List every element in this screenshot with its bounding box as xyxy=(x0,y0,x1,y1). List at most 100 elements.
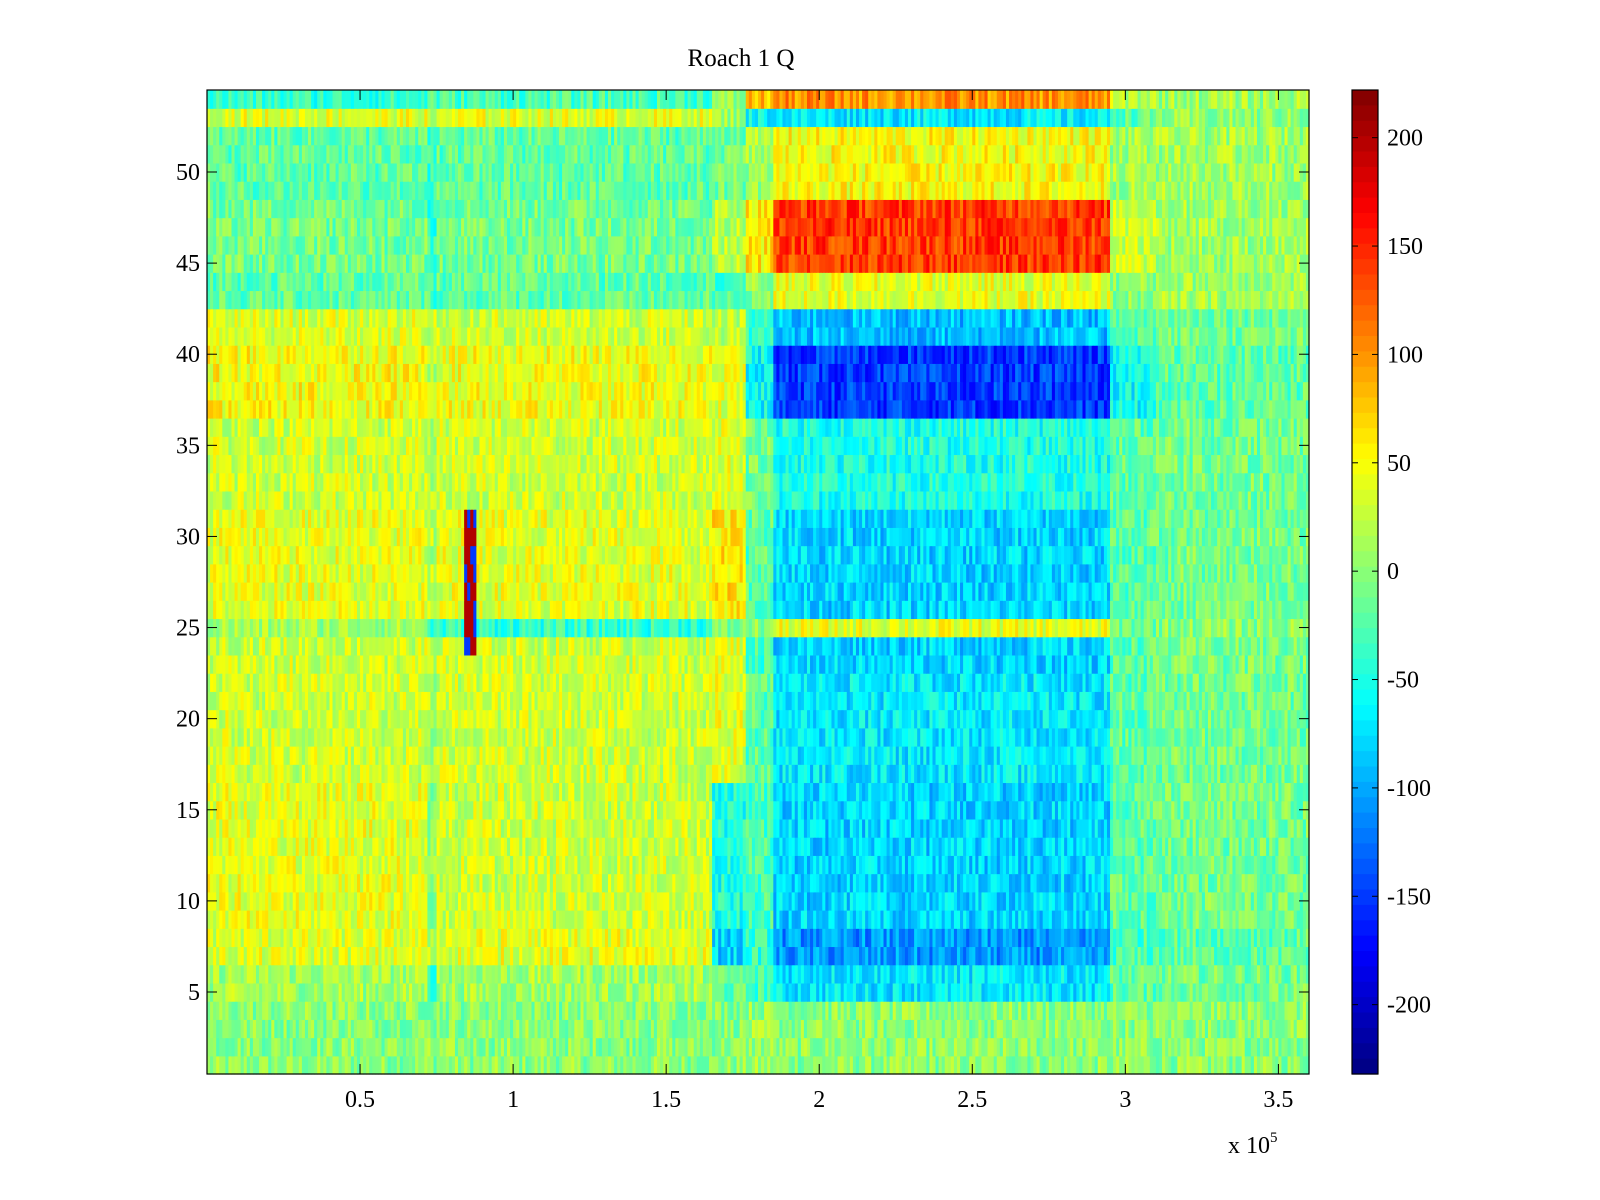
heatmap-cell xyxy=(929,1001,934,1020)
heatmap-cell xyxy=(736,1019,741,1039)
heatmap-cell xyxy=(467,910,471,929)
heatmap-cell xyxy=(745,964,750,984)
heatmap-cell xyxy=(562,946,566,966)
heatmap-cell xyxy=(510,1019,514,1039)
heatmap-cell xyxy=(1134,928,1139,948)
heatmap-cell xyxy=(375,982,380,1002)
heatmap-cell xyxy=(488,873,493,893)
heatmap-cell xyxy=(409,855,413,875)
heatmap-cell xyxy=(1070,1037,1074,1057)
heatmap-cell xyxy=(415,855,419,875)
heatmap-cell xyxy=(485,837,490,856)
heatmap-cell xyxy=(326,964,331,984)
heatmap-cell xyxy=(1235,1019,1240,1039)
heatmap-cell xyxy=(898,1055,903,1075)
heatmap-cell xyxy=(311,910,315,929)
heatmap-cell xyxy=(819,873,823,893)
heatmap-cell xyxy=(1082,1037,1087,1057)
heatmap-cell xyxy=(427,1055,432,1075)
heatmap-cell xyxy=(555,928,560,948)
heatmap-cell xyxy=(1079,1019,1084,1039)
heatmap-cell xyxy=(583,1055,588,1075)
heatmap-cell xyxy=(626,1001,631,1020)
heatmap-cell xyxy=(412,946,416,966)
heatmap-cell xyxy=(669,837,673,856)
heatmap-cell xyxy=(510,1037,514,1057)
heatmap-cell xyxy=(1143,928,1148,948)
heatmap-cell xyxy=(886,928,891,948)
heatmap-cell xyxy=(663,855,667,875)
heatmap-cell xyxy=(274,946,278,966)
heatmap-cell xyxy=(522,873,526,893)
heatmap-cell xyxy=(788,1001,793,1020)
heatmap-cell xyxy=(898,910,903,929)
heatmap-cell xyxy=(1195,837,1200,856)
heatmap-cell xyxy=(415,982,419,1002)
heatmap-cell xyxy=(938,1019,943,1039)
heatmap-cell xyxy=(629,891,634,911)
heatmap-cell xyxy=(292,1037,297,1057)
heatmap-cell xyxy=(332,1019,337,1039)
heatmap-cell xyxy=(516,1001,520,1020)
heatmap-cell xyxy=(687,910,692,929)
heatmap-cell xyxy=(813,1019,817,1039)
heatmap-cell xyxy=(1269,964,1273,984)
heatmap-cell xyxy=(632,818,637,838)
heatmap-cell xyxy=(562,837,566,856)
heatmap-cell xyxy=(369,1019,373,1039)
heatmap-cell xyxy=(770,964,774,984)
heatmap-cell xyxy=(1152,982,1157,1002)
heatmap-cell xyxy=(1061,1037,1065,1057)
heatmap-cell xyxy=(868,1019,872,1039)
heatmap-cell xyxy=(510,910,514,929)
heatmap-cell xyxy=(525,1037,530,1057)
heatmap-cell xyxy=(785,928,790,948)
heatmap-cell xyxy=(745,1055,750,1075)
heatmap-cell xyxy=(932,855,937,875)
heatmap-cell xyxy=(822,1055,826,1075)
heatmap-cell xyxy=(409,1001,413,1020)
heatmap-cell xyxy=(454,1037,459,1057)
heatmap-cell xyxy=(660,1019,664,1039)
heatmap-cell xyxy=(543,873,548,893)
heatmap-cell xyxy=(436,946,441,966)
heatmap-cell xyxy=(571,1001,575,1020)
heatmap-cell xyxy=(412,1019,416,1039)
heatmap-cell xyxy=(604,837,609,856)
heatmap-cell xyxy=(1226,1019,1231,1039)
heatmap-cell xyxy=(568,818,572,838)
heatmap-cell xyxy=(274,1055,278,1075)
heatmap-cell xyxy=(222,1019,226,1039)
heatmap-cell xyxy=(338,873,343,893)
heatmap-cell xyxy=(317,837,321,856)
heatmap-cell xyxy=(234,855,239,875)
heatmap-cell xyxy=(960,873,964,893)
heatmap-cell xyxy=(350,891,355,911)
heatmap-cell xyxy=(901,855,906,875)
heatmap-cell xyxy=(409,873,413,893)
heatmap-cell xyxy=(647,873,652,893)
heatmap-cell xyxy=(586,873,591,893)
heatmap-cell xyxy=(966,855,970,875)
heatmap-cell xyxy=(1162,982,1166,1002)
heatmap-cell xyxy=(1278,837,1283,856)
heatmap-cell xyxy=(846,1055,851,1075)
heatmap-cell xyxy=(1137,910,1142,929)
heatmap-cell xyxy=(1159,1055,1163,1075)
heatmap-cell xyxy=(473,928,477,948)
heatmap-cell xyxy=(859,1001,863,1020)
heatmap-cell xyxy=(748,910,753,929)
heatmap-cell xyxy=(421,891,425,911)
heatmap-cell xyxy=(681,891,686,911)
heatmap-cell xyxy=(684,946,689,966)
heatmap-cell xyxy=(234,1055,239,1075)
heatmap-cell xyxy=(843,1019,848,1039)
heatmap-cell xyxy=(1137,946,1142,966)
heatmap-cell xyxy=(1305,1019,1310,1039)
heatmap-cell xyxy=(372,910,376,929)
heatmap-cell xyxy=(1189,837,1194,856)
heatmap-cell xyxy=(1192,946,1197,966)
heatmap-cell xyxy=(953,1037,958,1057)
heatmap-cell xyxy=(1211,910,1215,929)
heatmap-cell xyxy=(1152,837,1157,856)
